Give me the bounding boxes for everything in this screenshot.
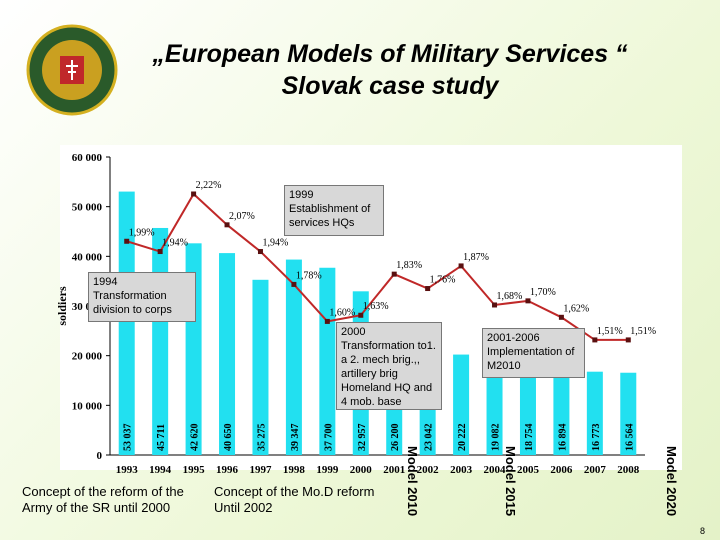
line-value-label: 1,70%: [530, 287, 556, 298]
line-marker: [324, 318, 330, 324]
bar: [319, 267, 336, 455]
bar-value-label: 45 711: [156, 424, 167, 451]
x-tick-label: 1996: [216, 464, 239, 476]
model-label: Model 2010: [405, 446, 420, 517]
bar: [152, 227, 169, 455]
bar: [586, 371, 603, 455]
bar-value-label: 42 620: [190, 424, 201, 452]
title-line: „European Models of Military Services “: [152, 40, 628, 68]
bar-value-label: 35 275: [256, 424, 267, 452]
bar-value-label: 32 957: [357, 424, 368, 452]
bar: [486, 360, 503, 455]
line-value-label: 1,99%: [129, 227, 155, 238]
bar-value-label: 16 894: [557, 424, 568, 452]
annotation: 1999 Establishment of services HQs: [284, 185, 384, 236]
line-marker: [425, 286, 431, 292]
line-marker: [224, 222, 230, 228]
annotation: 2000 Transformation to1. a 2. mech brig.…: [336, 322, 442, 410]
line-value-label: 1,87%: [463, 252, 489, 263]
x-tick-label: 1994: [149, 464, 172, 476]
title-line: Slovak case study: [281, 72, 499, 100]
x-tick-label: 1993: [116, 464, 139, 476]
y-tick-label: 10 000: [72, 400, 103, 412]
x-tick-label: 1999: [316, 464, 339, 476]
y-axis-label: soldiers: [55, 286, 69, 326]
bar-value-label: 23 042: [424, 424, 435, 452]
bar-value-label: 16 564: [624, 424, 635, 452]
bar-value-label: 37 700: [323, 424, 334, 452]
bar: [285, 259, 302, 455]
x-tick-label: 1995: [183, 464, 206, 476]
bar: [453, 354, 470, 455]
x-tick-label: 2001: [383, 464, 405, 476]
line-value-label: 1,78%: [296, 270, 322, 281]
bar: [553, 371, 570, 455]
bar-value-label: 40 650: [223, 424, 234, 452]
line-marker: [492, 302, 498, 308]
emblem: [26, 24, 118, 116]
line-marker: [391, 271, 397, 277]
x-tick-label: 1997: [249, 464, 272, 476]
model-label: Model 2015: [503, 446, 518, 517]
bar: [118, 191, 135, 456]
line-value-label: 1,94%: [162, 238, 188, 249]
bar: [620, 372, 637, 455]
y-tick-label: 50 000: [72, 202, 103, 214]
line-marker: [525, 298, 531, 304]
x-tick-label: 2002: [417, 464, 440, 476]
bar: [219, 253, 236, 455]
line-value-label: 1,83%: [396, 260, 422, 271]
model-label: Model 2020: [664, 446, 679, 517]
x-tick-label: 2005: [517, 464, 540, 476]
line-value-label: 2,22%: [196, 180, 222, 191]
annotation: 2001-2006 Implementation of M2010: [482, 328, 585, 378]
x-tick-label: 2007: [584, 464, 607, 476]
y-tick-label: 60 000: [72, 152, 103, 164]
line-value-label: 1,68%: [497, 291, 523, 302]
x-tick-label: 2003: [450, 464, 473, 476]
note: Concept of the reform of the Army of the…: [22, 484, 184, 515]
bar-value-label: 26 200: [390, 424, 401, 452]
bar-value-label: 39 347: [290, 424, 301, 452]
line-value-label: 1,76%: [430, 275, 456, 286]
line-marker: [157, 249, 163, 255]
note: Concept of the Mo.D reform Until 2002: [214, 484, 375, 515]
line-marker: [257, 249, 263, 255]
line-value-label: 1,94%: [262, 238, 288, 249]
line-value-label: 1,60%: [329, 307, 355, 318]
line-marker: [124, 238, 130, 244]
y-tick-label: 40 000: [72, 251, 103, 263]
bar-value-label: 20 222: [457, 424, 468, 452]
line-value-label: 1,63%: [363, 301, 389, 312]
bar-value-label: 53 037: [123, 424, 134, 452]
line-marker: [625, 337, 631, 343]
line: [126, 192, 629, 341]
line-marker: [191, 191, 197, 197]
line-value-label: 1,51%: [630, 326, 656, 337]
bar-value-label: 19 082: [491, 424, 502, 452]
y-tick-label: 0: [97, 450, 103, 462]
page-number: 8: [700, 526, 706, 536]
line-value-label: 1,51%: [597, 326, 623, 337]
line-marker: [558, 314, 564, 320]
x-tick-label: 2008: [617, 464, 640, 476]
bar-value-label: 16 773: [591, 424, 602, 452]
x-tick-label: 2004: [484, 464, 507, 476]
bar: [252, 279, 269, 455]
line-marker: [458, 263, 464, 269]
bar: [519, 361, 536, 455]
bar-value-label: 18 754: [524, 424, 535, 452]
y-tick-label: 20 000: [72, 351, 103, 363]
line-marker: [592, 337, 598, 343]
line-value-label: 1,62%: [563, 303, 589, 314]
line-marker: [291, 281, 297, 287]
line-value-label: 2,07%: [229, 211, 255, 222]
annotation: 1994 Transformation division to corps: [88, 272, 196, 322]
x-tick-label: 2000: [350, 464, 373, 476]
line-marker: [358, 312, 364, 318]
x-tick-label: 1998: [283, 464, 306, 476]
x-tick-label: 2006: [550, 464, 573, 476]
